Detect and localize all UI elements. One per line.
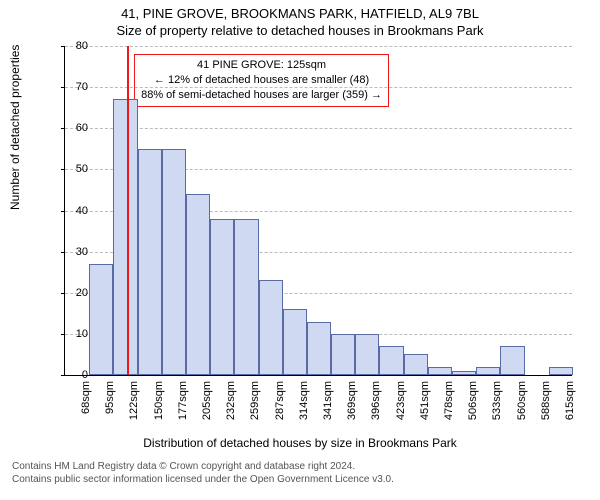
xtick-label: 341sqm — [322, 381, 334, 431]
xtick-label: 205sqm — [201, 381, 213, 431]
bar — [476, 367, 500, 375]
bar — [259, 280, 283, 375]
xtick-label: 533sqm — [491, 381, 503, 431]
title-line1: 41, PINE GROVE, BROOKMANS PARK, HATFIELD… — [0, 6, 600, 21]
ytick-label: 10 — [64, 328, 88, 340]
xtick-label: 451sqm — [419, 381, 431, 431]
xtick-label: 122sqm — [128, 381, 140, 431]
xtick-label: 615sqm — [564, 381, 576, 431]
xtick-label: 506sqm — [467, 381, 479, 431]
annotation-line2: ← 12% of detached houses are smaller (48… — [141, 73, 382, 88]
annotation-box: 41 PINE GROVE: 125sqm ← 12% of detached … — [134, 54, 389, 107]
bar — [379, 346, 403, 375]
title-block: 41, PINE GROVE, BROOKMANS PARK, HATFIELD… — [0, 0, 600, 38]
xtick-label: 177sqm — [177, 381, 189, 431]
bar — [89, 264, 113, 375]
x-axis-label: Distribution of detached houses by size … — [0, 436, 600, 450]
bar — [210, 219, 234, 375]
xtick-label: 232sqm — [225, 381, 237, 431]
plot-area: 41 PINE GROVE: 125sqm ← 12% of detached … — [64, 46, 572, 376]
bar — [428, 367, 452, 375]
xtick-label: 396sqm — [370, 381, 382, 431]
xtick-label: 314sqm — [298, 381, 310, 431]
ytick-label: 30 — [64, 246, 88, 258]
xtick-label: 95sqm — [104, 381, 116, 431]
bar — [138, 149, 162, 375]
xtick-label: 259sqm — [249, 381, 261, 431]
ytick-label: 20 — [64, 287, 88, 299]
bar — [186, 194, 210, 375]
xtick-label: 588sqm — [540, 381, 552, 431]
marker-line — [127, 46, 129, 375]
bar — [549, 367, 573, 375]
bar — [404, 354, 428, 375]
ytick-label: 80 — [64, 40, 88, 52]
xtick-label: 478sqm — [443, 381, 455, 431]
footer-line2: Contains public sector information licen… — [12, 473, 394, 486]
bar — [452, 371, 476, 375]
bar — [234, 219, 258, 375]
xtick-label: 560sqm — [516, 381, 528, 431]
bar — [500, 346, 524, 375]
xtick-label: 369sqm — [346, 381, 358, 431]
chart-container: 41, PINE GROVE, BROOKMANS PARK, HATFIELD… — [0, 0, 600, 500]
grid-line — [65, 128, 572, 129]
footer-line1: Contains HM Land Registry data © Crown c… — [12, 460, 394, 473]
bar — [307, 322, 331, 375]
ytick-label: 40 — [64, 205, 88, 217]
grid-line — [65, 87, 572, 88]
annotation-line1: 41 PINE GROVE: 125sqm — [141, 58, 382, 73]
y-axis-label: Number of detached properties — [8, 45, 22, 210]
title-line2: Size of property relative to detached ho… — [0, 23, 600, 38]
footer: Contains HM Land Registry data © Crown c… — [12, 460, 394, 486]
bar — [283, 309, 307, 375]
bar — [355, 334, 379, 375]
ytick-label: 70 — [64, 81, 88, 93]
bar — [113, 99, 137, 375]
bar — [331, 334, 355, 375]
bar — [162, 149, 186, 375]
xtick-label: 150sqm — [153, 381, 165, 431]
ytick-label: 0 — [64, 369, 88, 381]
annotation-line3: 88% of semi-detached houses are larger (… — [141, 88, 382, 103]
grid-line — [65, 46, 572, 47]
ytick-label: 60 — [64, 122, 88, 134]
xtick-label: 423sqm — [395, 381, 407, 431]
xtick-label: 287sqm — [274, 381, 286, 431]
xtick-label: 68sqm — [80, 381, 92, 431]
ytick-label: 50 — [64, 163, 88, 175]
